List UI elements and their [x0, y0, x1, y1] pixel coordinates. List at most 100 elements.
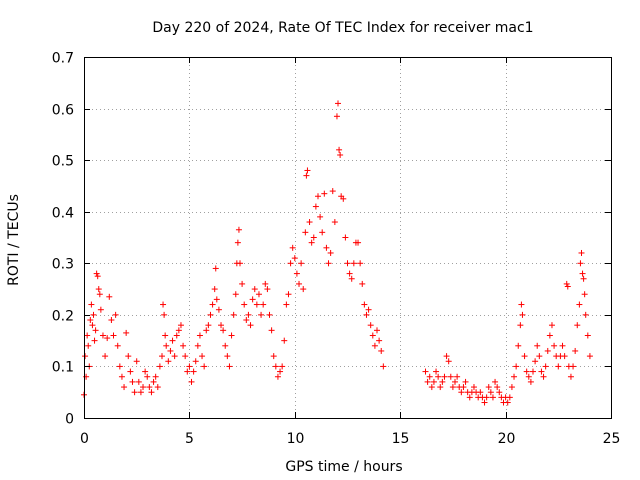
- data-point: [258, 311, 265, 318]
- data-point: [234, 239, 241, 246]
- data-point: [287, 260, 294, 267]
- data-point: [218, 322, 225, 329]
- data-point: [205, 322, 212, 329]
- data-point: [135, 378, 142, 385]
- data-point: [302, 229, 309, 236]
- data-point: [314, 193, 321, 200]
- data-point: [182, 353, 189, 360]
- data-point: [437, 384, 444, 391]
- data-point: [150, 378, 157, 385]
- data-point: [331, 219, 338, 226]
- data-point: [445, 358, 452, 365]
- data-point: [303, 172, 310, 179]
- data-point: [540, 373, 547, 380]
- data-point: [586, 353, 593, 360]
- data-point: [346, 270, 353, 277]
- data-point: [449, 384, 456, 391]
- chart-title: Day 220 of 2024, Rate Of TEC Index for r…: [152, 20, 533, 36]
- data-point: [133, 358, 140, 365]
- data-point: [91, 337, 98, 344]
- data-point: [283, 301, 290, 308]
- data-point: [212, 265, 219, 272]
- data-point: [548, 322, 555, 329]
- data-point: [517, 322, 524, 329]
- data-point: [335, 100, 342, 107]
- data-point: [570, 363, 577, 370]
- data-point: [125, 353, 132, 360]
- data-point: [355, 239, 362, 246]
- data-point: [162, 332, 169, 339]
- data-point: [344, 260, 351, 267]
- data-point: [285, 291, 292, 298]
- data-point: [97, 306, 104, 313]
- y-tick-label: 0.5: [52, 154, 74, 170]
- data-point: [152, 373, 159, 380]
- data-point: [87, 317, 94, 324]
- data-point: [239, 280, 246, 287]
- data-point: [90, 311, 97, 318]
- data-point: [487, 389, 494, 396]
- data-point: [574, 322, 581, 329]
- x-tick-label: 10: [287, 431, 305, 447]
- data-point: [470, 384, 477, 391]
- data-point: [224, 353, 231, 360]
- data-point: [171, 353, 178, 360]
- data-point: [116, 363, 123, 370]
- data-point: [544, 347, 551, 354]
- data-point: [337, 151, 344, 158]
- data-point: [144, 373, 151, 380]
- data-point: [424, 378, 431, 385]
- data-point: [196, 332, 203, 339]
- x-tick-label: 5: [185, 431, 194, 447]
- data-point: [213, 296, 220, 303]
- data-point: [350, 260, 357, 267]
- data-point: [209, 301, 216, 308]
- data-point: [367, 322, 374, 329]
- data-point: [466, 394, 473, 401]
- data-point: [542, 363, 549, 370]
- y-tick-label: 0.3: [52, 257, 74, 273]
- data-point: [247, 322, 254, 329]
- data-point: [536, 353, 543, 360]
- data-point: [293, 270, 300, 277]
- data-point: [317, 213, 324, 220]
- data-point: [108, 317, 115, 324]
- data-point: [236, 260, 243, 267]
- data-point: [460, 384, 467, 391]
- data-point: [561, 353, 568, 360]
- data-point: [158, 353, 165, 360]
- y-tick-label: 0.2: [52, 309, 74, 325]
- data-point: [559, 342, 566, 349]
- data-point: [106, 293, 113, 300]
- data-point: [492, 378, 499, 385]
- data-point: [207, 311, 214, 318]
- data-point: [441, 373, 448, 380]
- data-point: [333, 113, 340, 120]
- data-point: [180, 342, 187, 349]
- data-point: [99, 332, 106, 339]
- data-point: [114, 342, 121, 349]
- data-point: [564, 283, 571, 290]
- data-point: [222, 342, 229, 349]
- data-point: [104, 335, 111, 342]
- data-point: [357, 260, 364, 267]
- data-point: [272, 363, 279, 370]
- x-tick-label: 0: [80, 431, 89, 447]
- data-point: [454, 373, 461, 380]
- data-point: [310, 234, 317, 241]
- data-point: [270, 353, 277, 360]
- data-point: [447, 373, 454, 380]
- y-tick-label: 0.6: [52, 103, 74, 119]
- data-point: [511, 373, 518, 380]
- data-point: [521, 353, 528, 360]
- data-point: [215, 306, 222, 313]
- data-point: [308, 239, 315, 246]
- x-tick-label: 20: [498, 431, 516, 447]
- data-point: [321, 190, 328, 197]
- data-point: [93, 270, 100, 277]
- data-point: [348, 275, 355, 282]
- data-point: [489, 394, 496, 401]
- data-point: [518, 301, 525, 308]
- data-point: [165, 358, 172, 365]
- data-point: [184, 368, 191, 375]
